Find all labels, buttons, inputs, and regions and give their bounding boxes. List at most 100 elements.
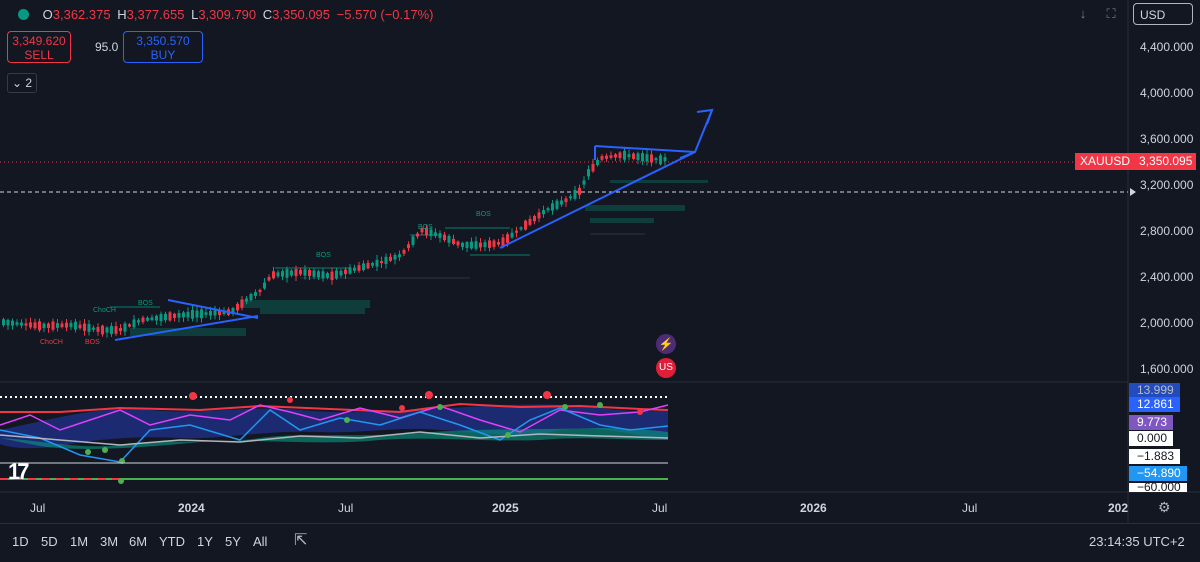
- fullscreen-icon[interactable]: ⛶: [1106, 6, 1116, 21]
- tradingview-logo: 17: [8, 459, 30, 484]
- candle: [542, 210, 545, 215]
- smc-label: ChoCH: [40, 339, 63, 346]
- range-button-3m[interactable]: 3M: [100, 534, 119, 549]
- candle: [398, 254, 401, 258]
- calendar-range-icon[interactable]: ⇱: [294, 532, 308, 549]
- collapse-indicators-button[interactable]: ⌄ 2: [7, 73, 37, 93]
- currency-select[interactable]: USD: [1133, 3, 1193, 25]
- signal-dots: [85, 391, 643, 464]
- candle: [11, 320, 14, 326]
- candle: [456, 241, 460, 246]
- ind-axis-v1: 12.861: [1129, 397, 1180, 412]
- trendline: [499, 151, 696, 249]
- status-dot-icon: [18, 9, 29, 20]
- sell-button[interactable]: 3,349.620 SELL: [7, 31, 71, 63]
- range-button-1y[interactable]: 1Y: [197, 534, 213, 549]
- range-button-5y[interactable]: 5Y: [225, 534, 241, 549]
- bos-lines: [110, 227, 645, 308]
- candle: [519, 227, 523, 230]
- demand-zone: [260, 308, 365, 314]
- candle: [20, 322, 23, 326]
- candle: [344, 269, 347, 275]
- candle: [393, 254, 397, 260]
- ind-axis-bottom: −60.000: [1129, 483, 1187, 492]
- range-button-6m[interactable]: 6M: [129, 534, 148, 549]
- candle: [506, 234, 509, 243]
- candle: [303, 269, 307, 276]
- smc-label: BOS: [85, 339, 100, 346]
- settings-icon[interactable]: ⚙: [1158, 499, 1171, 515]
- candle: [524, 220, 527, 230]
- trendline: [167, 299, 259, 319]
- candle: [132, 319, 136, 328]
- candle: [164, 313, 167, 321]
- candle: [69, 322, 73, 328]
- range-button-1d[interactable]: 1D: [12, 534, 29, 549]
- smc-label: BOS: [476, 211, 491, 218]
- candle: [416, 233, 419, 237]
- smc-zones: [130, 180, 708, 336]
- candle: [636, 153, 640, 160]
- candle: [447, 235, 451, 243]
- lightning-icon[interactable]: ⚡: [656, 334, 676, 354]
- candle: [335, 270, 338, 279]
- candle: [596, 159, 599, 166]
- candle: [146, 317, 149, 321]
- line-handle-icon: [1130, 188, 1136, 196]
- high-value: 3,377.655: [126, 7, 185, 22]
- ohlc-legend: O3,362.375 H3,377.655 L3,309.790 C3,350.…: [18, 7, 437, 22]
- candle: [326, 273, 329, 278]
- range-button-all[interactable]: All: [253, 534, 268, 549]
- price-axis-label: 3,600.000: [1140, 132, 1194, 146]
- candle: [321, 271, 325, 279]
- candle: [200, 309, 203, 319]
- chevron-down-icon: ⌄: [11, 76, 23, 90]
- close-value: 3,350.095: [272, 7, 331, 22]
- buy-button[interactable]: 3,350.570 BUY: [123, 31, 203, 63]
- download-icon[interactable]: ↓: [1079, 6, 1087, 21]
- range-button-ytd[interactable]: YTD: [159, 534, 185, 549]
- range-button-5d[interactable]: 5D: [41, 534, 58, 549]
- candle: [609, 155, 613, 158]
- demand-zone: [130, 328, 246, 336]
- candle: [546, 208, 550, 211]
- candle: [618, 152, 622, 159]
- price-axis-label: 4,400.000: [1140, 40, 1194, 54]
- candle: [551, 203, 554, 211]
- candle: [263, 282, 266, 289]
- price-axis-label: 2,800.000: [1140, 224, 1194, 238]
- demand-zone: [585, 205, 685, 211]
- candle: [78, 324, 82, 329]
- candle: [339, 270, 343, 276]
- candle: [623, 150, 626, 160]
- us-flag-icon[interactable]: US: [656, 358, 676, 378]
- candle: [96, 327, 100, 332]
- candle: [209, 310, 212, 316]
- candle: [461, 242, 464, 248]
- candle: [366, 262, 370, 269]
- indicator-red-line: [0, 402, 669, 414]
- candle: [614, 154, 617, 158]
- candle: [2, 319, 5, 326]
- candle: [123, 323, 127, 332]
- candle: [578, 187, 581, 195]
- candle: [87, 323, 91, 332]
- candle: [587, 169, 590, 177]
- change-value: −5.570 (−0.17%): [336, 7, 434, 22]
- candle: [371, 263, 374, 266]
- smc-label: ChoCH: [93, 307, 116, 314]
- range-button-1m[interactable]: 1M: [70, 534, 89, 549]
- candle: [186, 311, 190, 318]
- indicator-histogram: [0, 428, 668, 449]
- candle: [231, 307, 235, 314]
- candle: [357, 265, 361, 271]
- demand-zone: [240, 300, 370, 308]
- candle: [591, 163, 595, 172]
- candle: [528, 218, 532, 225]
- candle: [353, 267, 356, 271]
- candle: [47, 323, 50, 328]
- candle: [195, 310, 199, 318]
- ind-axis-v5: −54.890: [1129, 466, 1187, 481]
- candle: [267, 276, 271, 281]
